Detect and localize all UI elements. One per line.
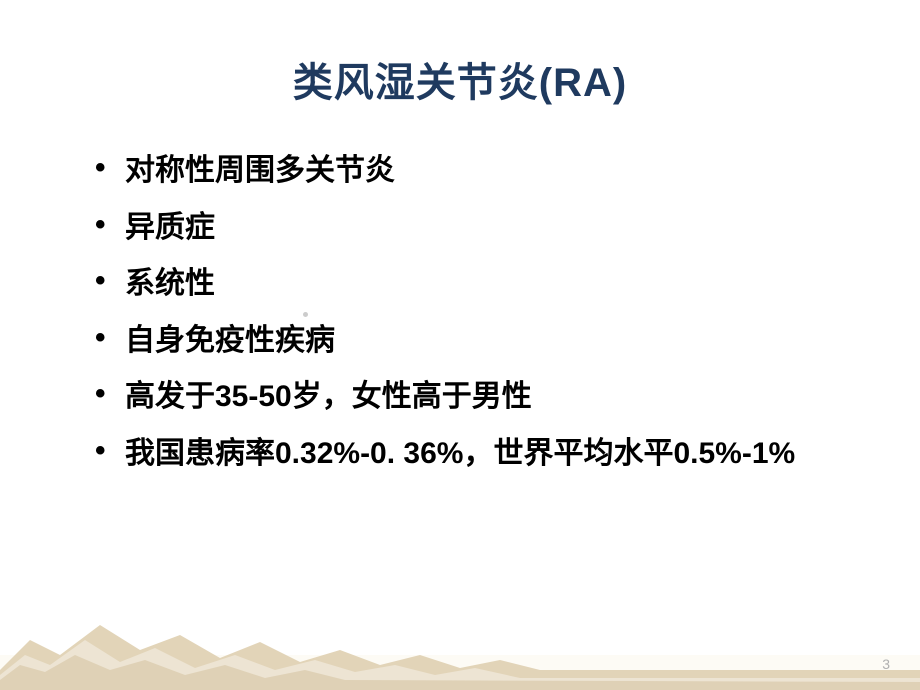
slide-container: 类风湿关节炎(RA) 对称性周围多关节炎 异质症 系统性 自身免疫性疾病 高发于… — [0, 0, 920, 690]
list-item: 高发于35-50岁，女性高于男性 — [95, 374, 850, 421]
list-item: 系统性 — [95, 261, 850, 308]
content-area: 对称性周围多关节炎 异质症 系统性 自身免疫性疾病 高发于35-50岁，女性高于… — [70, 148, 850, 477]
list-item: 自身免疫性疾病 — [95, 318, 850, 365]
slide-title: 类风湿关节炎(RA) — [70, 50, 850, 108]
decorative-dot — [303, 312, 308, 317]
page-number: 3 — [882, 656, 890, 672]
list-item: 对称性周围多关节炎 — [95, 148, 850, 195]
list-item: 我国患病率0.32%-0. 36%，世界平均水平0.5%-1% — [95, 431, 850, 478]
bullet-list: 对称性周围多关节炎 异质症 系统性 自身免疫性疾病 高发于35-50岁，女性高于… — [95, 148, 850, 477]
mountain-decoration — [0, 600, 920, 690]
list-item: 异质症 — [95, 205, 850, 252]
